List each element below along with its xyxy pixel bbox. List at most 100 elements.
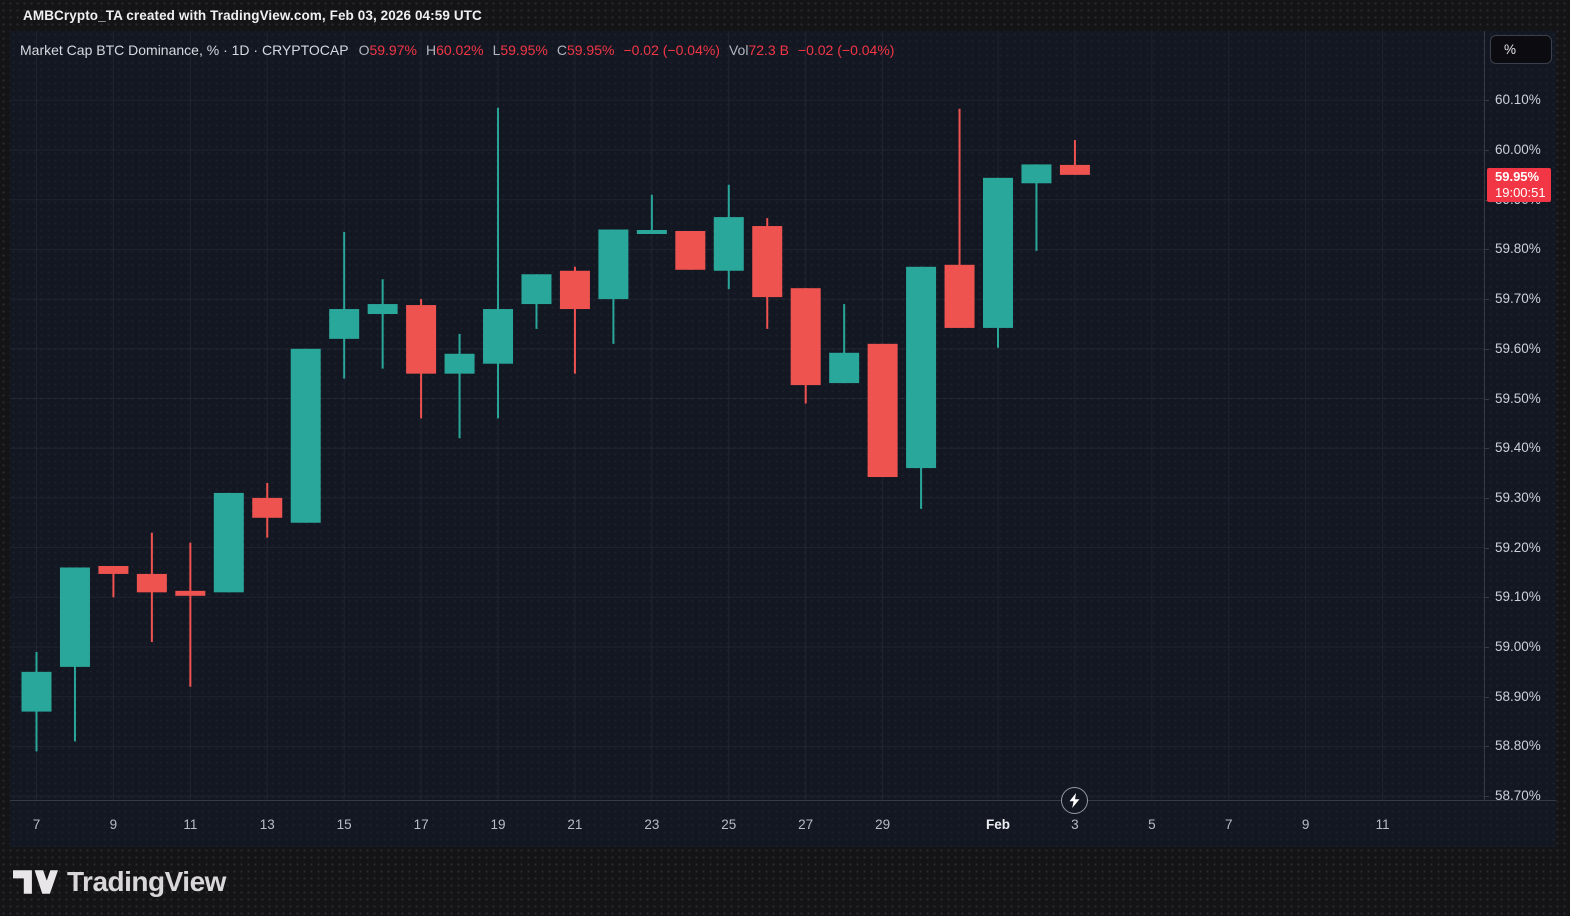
candle (59, 567, 90, 742)
y-axis-tick (1485, 249, 1489, 251)
x-axis-label: 9 (1301, 817, 1310, 832)
candle (636, 194, 667, 234)
y-axis-tick (1485, 497, 1489, 499)
x-axis-label: 13 (259, 817, 275, 832)
y-axis-tick (1485, 796, 1489, 798)
candle (483, 107, 514, 419)
x-axis-label: 21 (567, 817, 583, 832)
candle (675, 231, 706, 270)
y-axis-label: 59.50% (1495, 390, 1541, 406)
ohlc-open: O59.97% (358, 42, 417, 58)
y-axis-label: 59.80% (1495, 241, 1541, 257)
candle (213, 492, 244, 593)
x-axis-label: 11 (183, 817, 198, 832)
candle (21, 651, 52, 752)
candle (290, 348, 321, 523)
x-axis-label: 11 (1375, 817, 1390, 832)
tradingview-logo-icon (13, 869, 58, 894)
x-axis-label: 29 (875, 817, 891, 832)
y-axis-label: 58.80% (1495, 738, 1541, 754)
time-scale[interactable]: 7 9 11 13 15 17 19 21 23 25 27 29 Feb 3 5 7 9 11 (10, 800, 1556, 847)
x-axis-label: 3 (1071, 817, 1079, 832)
candle (598, 229, 629, 344)
attribution-bar: AMBCrypto_TA created with TradingView.co… (0, 0, 1570, 31)
x-axis-label: 27 (798, 817, 814, 832)
price-scale[interactable]: % 60.10%60.00%59.90%59.80%59.70%59.60%59… (1484, 31, 1556, 803)
candlestick-canvas[interactable] (10, 31, 1484, 800)
y-axis-tick (1485, 448, 1489, 450)
tradingview-brand[interactable]: TradingView (13, 866, 226, 898)
y-axis-label: 59.10% (1495, 589, 1541, 605)
candle (752, 218, 783, 329)
x-axis-label: 7 (32, 817, 41, 832)
y-axis-tick (1485, 398, 1489, 400)
ohlc-close: C59.95% (556, 42, 615, 58)
candle (713, 184, 744, 290)
candle (175, 542, 206, 687)
ohlc-high: H60.02% (425, 42, 484, 58)
attribution-text: AMBCrypto_TA created with TradingView.co… (23, 8, 482, 23)
candle (906, 266, 937, 509)
symbol-title[interactable]: Market Cap BTC Dominance, % · 1D · CRYPT… (20, 42, 349, 58)
y-axis-label: 60.10% (1495, 92, 1541, 108)
candle (98, 565, 129, 598)
y-axis-label: 59.20% (1495, 539, 1541, 555)
lightning-bolt-glyph (1069, 792, 1080, 808)
candle (790, 288, 821, 404)
x-axis-label: 7 (1224, 817, 1233, 832)
chart-plot-area[interactable] (10, 31, 1484, 800)
y-axis-label: 59.40% (1495, 440, 1541, 456)
y-axis-tick (1485, 746, 1489, 748)
y-axis-tick (1485, 547, 1489, 549)
y-axis-tick (1485, 150, 1489, 151)
candle (829, 304, 860, 384)
x-axis-label: 25 (721, 817, 737, 832)
y-axis-label: 58.90% (1495, 688, 1541, 704)
candle (944, 108, 975, 328)
y-axis-label: 59.70% (1495, 291, 1541, 307)
candle (867, 343, 898, 478)
y-axis-label: 59.00% (1495, 639, 1541, 654)
x-axis-label: 19 (490, 817, 506, 832)
candle (1021, 164, 1052, 251)
y-axis-tick (1485, 696, 1489, 698)
x-axis-label: 23 (644, 817, 660, 832)
y-axis-label: 59.30% (1495, 489, 1541, 505)
candle (406, 299, 437, 419)
x-axis-label: 5 (1148, 817, 1156, 832)
percent-unit-button[interactable]: % (1490, 35, 1552, 64)
y-axis-tick (1485, 647, 1489, 648)
bar-countdown: 19:00:51 (1495, 184, 1546, 200)
last-price-value: 59.95% (1495, 168, 1540, 184)
price-change: −0.02 (−0.04%) (623, 42, 720, 58)
y-axis-tick (1485, 348, 1489, 350)
candle (329, 232, 360, 379)
candle (559, 266, 590, 374)
y-axis-label: 59.60% (1495, 340, 1541, 356)
y-axis-tick (1485, 100, 1489, 102)
candle (983, 177, 1013, 348)
candle (1059, 140, 1090, 175)
y-axis-tick (1485, 299, 1489, 301)
footer-bar: TradingView (0, 847, 1570, 916)
volume: Vol72.3 B (728, 42, 789, 58)
y-axis-label: 58.70% (1495, 788, 1541, 804)
volume-change: −0.02 (−0.04%) (797, 42, 895, 58)
tradingview-wordmark: TradingView (67, 865, 226, 897)
last-price-badge: 59.95% 19:00:51 (1487, 167, 1551, 202)
candle (252, 482, 283, 538)
candle (521, 274, 552, 329)
y-axis-tick (1485, 597, 1489, 599)
x-axis-label: 17 (413, 817, 429, 832)
chart-panel: Market Cap BTC Dominance, % · 1D · CRYPT… (10, 31, 1556, 847)
ohlc-low: L59.95% (492, 42, 548, 58)
candle (136, 532, 167, 643)
x-axis-label: 15 (336, 817, 352, 832)
x-axis-label: 9 (109, 817, 118, 832)
y-axis-label: 60.00% (1495, 142, 1541, 157)
candle (367, 279, 398, 369)
lightning-bolt-icon[interactable] (1061, 786, 1089, 814)
symbol-legend[interactable]: Market Cap BTC Dominance, % · 1D · CRYPT… (20, 40, 903, 60)
x-axis-label: Feb (985, 817, 1010, 832)
